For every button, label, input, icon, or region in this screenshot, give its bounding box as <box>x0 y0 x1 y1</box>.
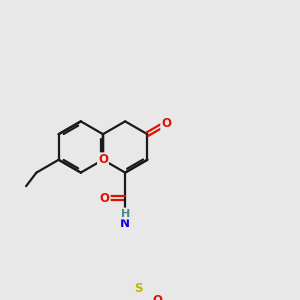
Text: O: O <box>100 192 110 205</box>
Text: S: S <box>134 282 142 296</box>
Text: O: O <box>161 117 171 130</box>
Text: H: H <box>121 208 130 218</box>
Text: O: O <box>152 294 162 300</box>
Text: N: N <box>120 217 130 230</box>
Text: O: O <box>98 153 108 166</box>
